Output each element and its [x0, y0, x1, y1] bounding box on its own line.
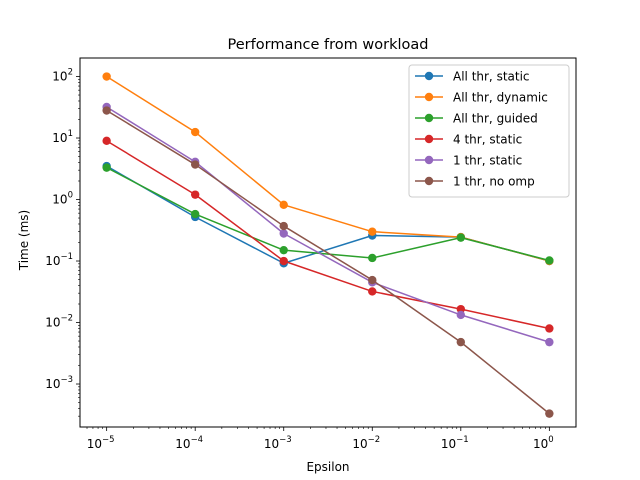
- series-line: [106, 109, 550, 415]
- data-point: [279, 221, 288, 231]
- y-tick-label-base: 10: [45, 316, 60, 330]
- legend-entry: All thr, static: [415, 70, 530, 84]
- data-point: [279, 256, 288, 266]
- legend-label: All thr, guided: [453, 112, 538, 126]
- data-point: [102, 72, 111, 81]
- legend-marker: [424, 92, 434, 102]
- x-tick-label: 10−1: [441, 435, 469, 451]
- x-tick-label: 10−3: [264, 435, 292, 451]
- x-tick-label-base: 10: [441, 437, 456, 451]
- legend-label: 1 thr, static: [453, 154, 522, 168]
- data-point: [368, 253, 377, 263]
- x-tick-label: 10−4: [175, 435, 203, 451]
- y-tick-label: 101: [52, 129, 73, 145]
- legend-label: 4 thr, static: [453, 133, 522, 147]
- legend-marker: [424, 134, 434, 144]
- data-point: [456, 304, 466, 314]
- data-point: [190, 190, 200, 199]
- x-tick-label-base: 10: [87, 437, 102, 451]
- data-point: [545, 409, 554, 418]
- y-tick-label-exponent: 1: [68, 129, 73, 139]
- chart-title: Performance from workload: [228, 37, 429, 53]
- data-point: [368, 227, 377, 236]
- data-point: [190, 209, 200, 219]
- data-point: [102, 106, 111, 115]
- legend-label: All thr, dynamic: [453, 91, 548, 105]
- y-tick-label-exponent: −2: [60, 314, 73, 324]
- data-point: [456, 337, 466, 347]
- legend-label: All thr, static: [453, 70, 530, 84]
- plot-area: [102, 72, 554, 418]
- data-point: [102, 136, 111, 146]
- data-point: [102, 163, 111, 172]
- y-tick-label-exponent: −1: [60, 252, 73, 262]
- y-tick-label-base: 10: [45, 377, 60, 391]
- x-tick-label-exponent: 0: [548, 435, 553, 445]
- data-point: [368, 287, 377, 296]
- legend-marker: [424, 176, 434, 186]
- x-tick-label-base: 10: [533, 437, 548, 451]
- data-point: [279, 229, 288, 238]
- series-4: [102, 136, 554, 333]
- y-tick-label-base: 10: [52, 131, 67, 145]
- y-tick-label: 102: [52, 68, 73, 84]
- series-6: [102, 106, 554, 418]
- data-point: [190, 160, 200, 169]
- x-tick-label-exponent: −3: [279, 435, 292, 445]
- legend-label: 1 thr, no omp: [453, 175, 535, 189]
- y-tick-label: 10−2: [45, 314, 73, 330]
- series-line: [106, 106, 550, 343]
- legend-entry: 1 thr, static: [415, 154, 522, 168]
- legend: All thr, static All thr, dynamic All thr, …: [408, 64, 570, 198]
- data-point: [190, 127, 200, 137]
- x-tick-label: 10−5: [87, 435, 115, 451]
- x-axis-label: Epsilon: [306, 460, 349, 474]
- legend-marker: [424, 71, 434, 81]
- y-tick-label-base: 10: [45, 254, 60, 268]
- y-tick-label-exponent: 2: [68, 68, 73, 78]
- data-point: [279, 200, 288, 210]
- legend-entry: 4 thr, static: [415, 133, 522, 147]
- y-tick-label: 100: [52, 191, 73, 207]
- data-point: [368, 275, 377, 285]
- y-tick-label: 10−3: [45, 375, 73, 391]
- data-point: [545, 337, 554, 347]
- x-tick-label-base: 10: [352, 437, 367, 451]
- x-tick-label-exponent: −1: [456, 435, 469, 445]
- data-point: [545, 324, 554, 333]
- x-tick-label-base: 10: [175, 437, 190, 451]
- x-tick-label-exponent: −2: [368, 435, 381, 445]
- y-tick-label-base: 10: [52, 193, 67, 207]
- series-3: [102, 163, 554, 265]
- legend-entry: All thr, dynamic: [415, 91, 548, 105]
- x-tick-label: 10−2: [352, 435, 380, 451]
- legend-entry: 1 thr, no omp: [415, 175, 535, 189]
- y-tick-label-exponent: −3: [60, 375, 73, 385]
- legend-entry: All thr, guided: [415, 112, 538, 126]
- data-point: [456, 233, 466, 242]
- y-axis-label: Time (ms): [17, 210, 31, 272]
- y-tick-label-base: 10: [52, 70, 67, 84]
- legend-marker: [424, 155, 434, 165]
- x-tick-label-exponent: −4: [191, 435, 204, 445]
- axis-ticks: 10−5 10−4 10−3 10−2 10−1 10010−310−210−110010…: [45, 68, 554, 451]
- series-line: [106, 140, 550, 330]
- legend-marker: [424, 113, 434, 123]
- x-tick-label: 100: [533, 435, 554, 451]
- y-tick-label: 10−1: [45, 252, 73, 268]
- data-point: [545, 256, 554, 265]
- y-tick-label-exponent: 0: [68, 191, 73, 201]
- legend-box: [408, 64, 570, 198]
- x-tick-label-base: 10: [264, 437, 279, 451]
- data-point: [456, 310, 466, 320]
- data-point: [279, 245, 288, 255]
- x-tick-label-exponent: −5: [102, 435, 115, 445]
- series-line: [106, 166, 550, 262]
